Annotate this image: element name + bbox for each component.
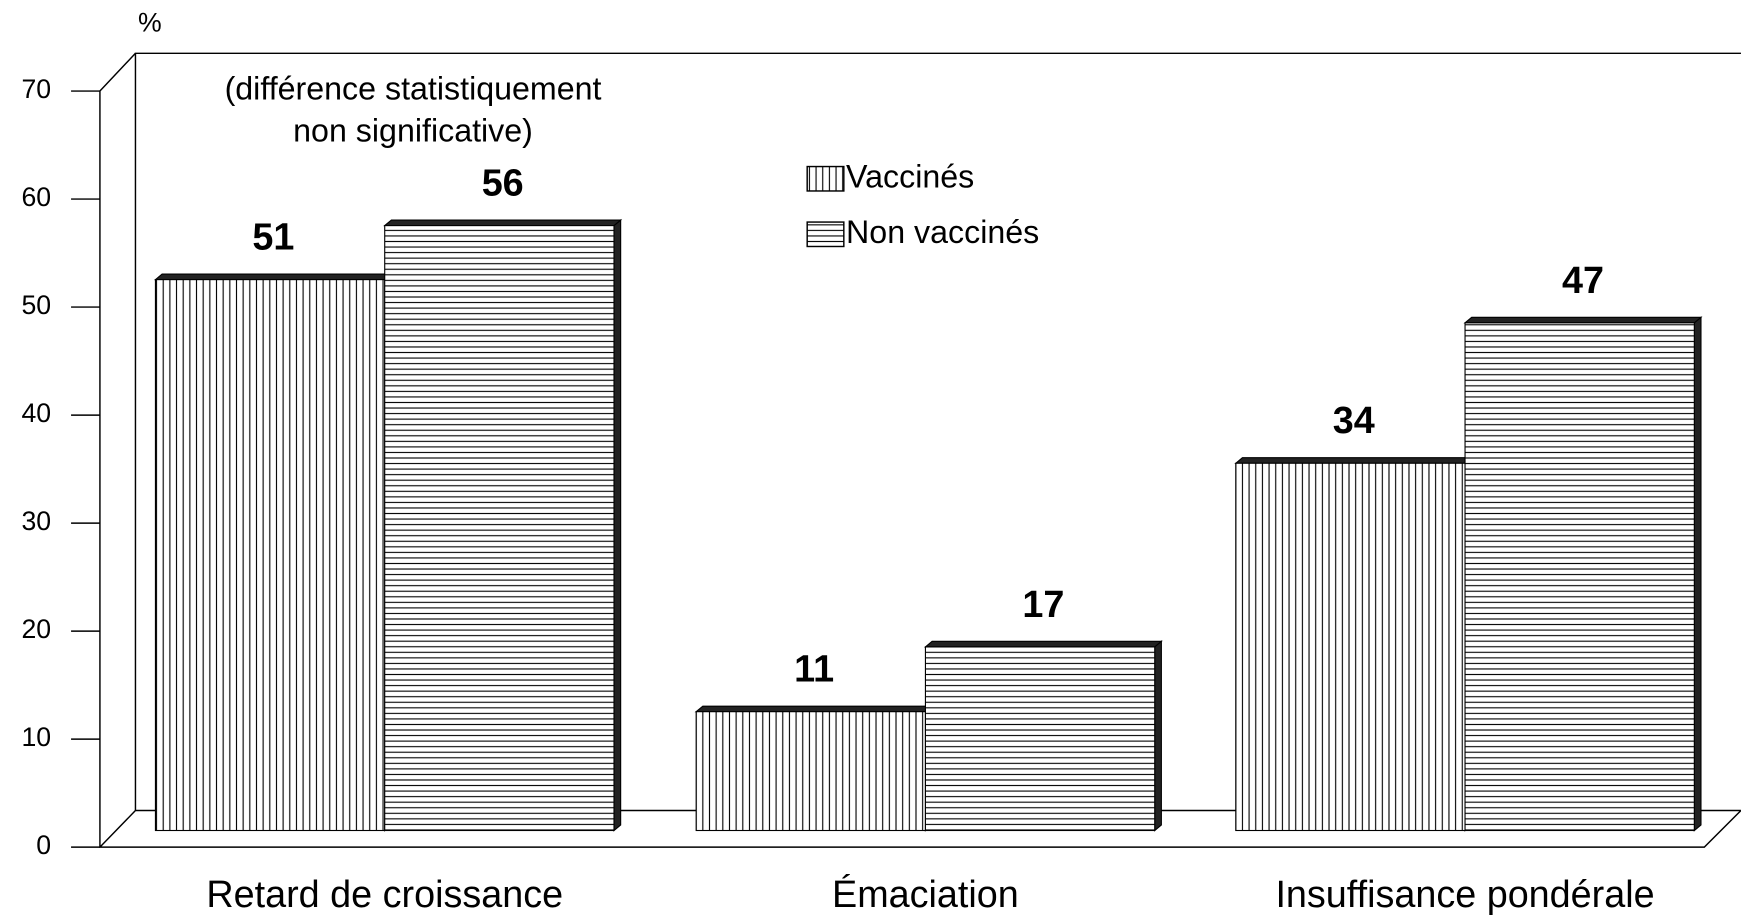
- y-tick-label: 20: [21, 614, 51, 644]
- y-tick-label: 50: [21, 290, 51, 320]
- value-label: 34: [1333, 399, 1375, 441]
- value-label: 56: [482, 162, 524, 204]
- bar: [1234, 456, 1474, 832]
- bar-side: [613, 218, 622, 832]
- bar: [694, 704, 934, 832]
- bar: [153, 272, 393, 832]
- value-label: 17: [1022, 583, 1064, 625]
- legend-label: Non vaccinés: [846, 214, 1039, 250]
- x-tick-label: Insuffisance pondérale: [1275, 873, 1654, 915]
- y-tick-label: 60: [21, 182, 51, 212]
- x-tick-label: Émaciation: [832, 873, 1019, 915]
- annotation: (différence statistiquement: [225, 71, 602, 107]
- bar-side: [1693, 316, 1702, 832]
- bar-top: [383, 219, 623, 227]
- bar-front: [695, 711, 926, 832]
- y-tick-label: 0: [36, 830, 51, 860]
- bar-top: [1463, 316, 1703, 324]
- bar-front: [1464, 322, 1695, 832]
- bar: [1463, 316, 1703, 832]
- axis-frame: [99, 52, 1741, 848]
- bar-top: [153, 273, 393, 281]
- value-label: 47: [1562, 259, 1604, 301]
- bar-top: [694, 705, 934, 713]
- y-tick-label: 30: [21, 506, 51, 536]
- value-label: 51: [252, 216, 294, 258]
- value-label: 11: [794, 648, 834, 690]
- bar: [923, 640, 1163, 832]
- plot: % (différence statistiquement non signif…: [21, 7, 1741, 915]
- bar-top: [1234, 457, 1474, 464]
- legend-swatch: [806, 221, 845, 248]
- annotation: non significative): [293, 113, 533, 149]
- bar-side: [1154, 640, 1162, 832]
- bar-front: [384, 225, 615, 832]
- bar-front: [1235, 462, 1466, 832]
- y-tick-label: 70: [21, 74, 51, 104]
- bar-front: [924, 646, 1156, 832]
- legend-swatch: [806, 165, 845, 192]
- bar: [383, 218, 623, 832]
- y-axis-label: %: [138, 7, 162, 37]
- y-tick-label: 10: [21, 722, 51, 752]
- x-tick-label: Retard de croissance: [206, 873, 563, 915]
- bar-top: [923, 640, 1163, 648]
- bar-front: [154, 279, 386, 832]
- y-tick-label: 40: [21, 398, 51, 428]
- legend-label: Vaccinés: [846, 158, 974, 194]
